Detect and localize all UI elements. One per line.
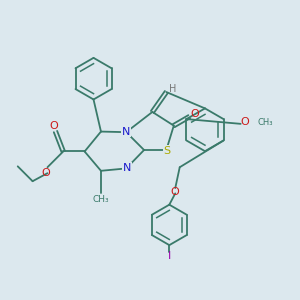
- Text: N: N: [122, 127, 130, 136]
- Text: O: O: [170, 187, 179, 197]
- Text: O: O: [190, 109, 199, 119]
- Text: O: O: [42, 168, 50, 178]
- Text: CH₃: CH₃: [257, 118, 272, 127]
- Text: O: O: [240, 117, 249, 128]
- Text: N: N: [123, 163, 131, 173]
- Text: I: I: [168, 251, 171, 261]
- Text: CH₃: CH₃: [93, 195, 109, 204]
- Text: S: S: [164, 146, 170, 156]
- Text: O: O: [50, 121, 58, 131]
- Text: H: H: [169, 84, 177, 94]
